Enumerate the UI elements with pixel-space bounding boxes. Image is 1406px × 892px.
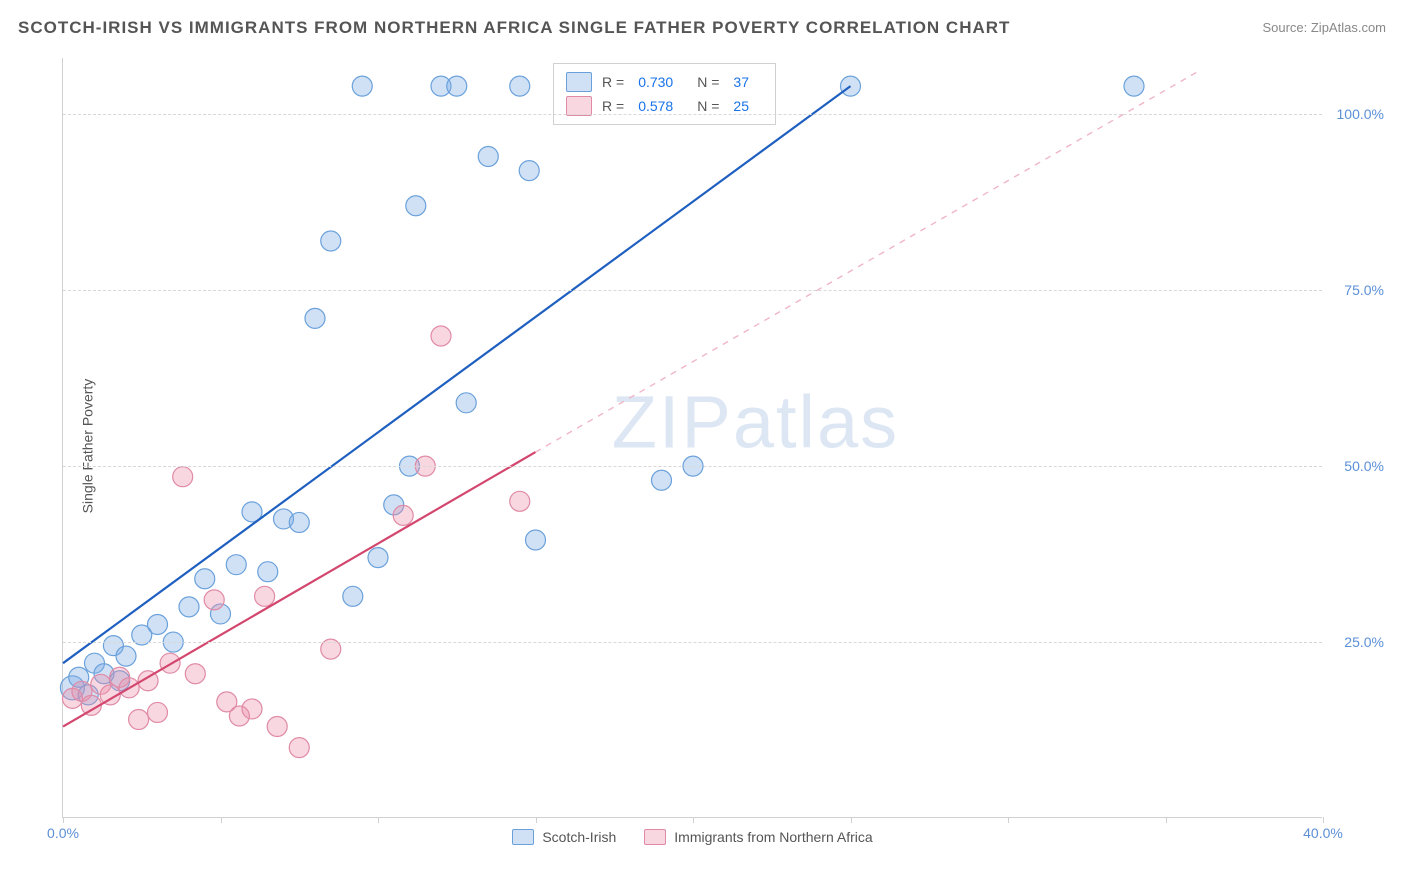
chart-plot-area: ZIPatlas R = 0.730 N = 37 R = 0.578 N = … — [62, 58, 1322, 818]
n-value-1: 37 — [733, 74, 749, 90]
scatter-point-series-2 — [129, 709, 149, 729]
x-tick — [851, 817, 852, 823]
scatter-point-series-2 — [393, 505, 413, 525]
trend-line-series-2 — [63, 452, 536, 726]
chart-title: SCOTCH-IRISH VS IMMIGRANTS FROM NORTHERN… — [18, 18, 1010, 38]
r-value-1: 0.730 — [638, 74, 673, 90]
y-tick-label: 50.0% — [1344, 458, 1384, 474]
legend-item-series-1: Scotch-Irish — [512, 829, 616, 845]
scatter-point-series-1 — [116, 646, 136, 666]
scatter-point-series-2 — [204, 590, 224, 610]
legend-swatch-series-2 — [566, 96, 592, 116]
gridline-horizontal — [63, 114, 1322, 115]
r-value-2: 0.578 — [638, 98, 673, 114]
scatter-point-series-1 — [652, 470, 672, 490]
n-label-1: N = — [697, 74, 719, 90]
scatter-point-series-2 — [289, 738, 309, 758]
scatter-point-series-1 — [519, 161, 539, 181]
scatter-point-series-2 — [431, 326, 451, 346]
scatter-point-series-1 — [148, 614, 168, 634]
x-tick — [63, 817, 64, 823]
x-tick — [378, 817, 379, 823]
scatter-point-series-1 — [447, 76, 467, 96]
x-tick — [536, 817, 537, 823]
scatter-point-series-2 — [148, 702, 168, 722]
x-tick — [1166, 817, 1167, 823]
scatter-point-series-2 — [510, 491, 530, 511]
trend-line-series-1 — [63, 86, 851, 663]
scatter-point-series-1 — [352, 76, 372, 96]
legend-bottom-label-2: Immigrants from Northern Africa — [674, 829, 872, 845]
scatter-point-series-1 — [368, 548, 388, 568]
x-tick — [1008, 817, 1009, 823]
scatter-point-series-1 — [343, 586, 363, 606]
scatter-point-series-2 — [242, 699, 262, 719]
scatter-point-series-1 — [195, 569, 215, 589]
series-legend: Scotch-Irish Immigrants from Northern Af… — [63, 829, 1322, 845]
scatter-point-series-2 — [267, 717, 287, 737]
legend-bottom-label-1: Scotch-Irish — [542, 829, 616, 845]
scatter-point-series-1 — [1124, 76, 1144, 96]
scatter-point-series-1 — [526, 530, 546, 550]
n-value-2: 25 — [733, 98, 749, 114]
scatter-point-series-1 — [179, 597, 199, 617]
x-tick — [1323, 817, 1324, 823]
legend-bottom-swatch-2 — [644, 829, 666, 845]
gridline-horizontal — [63, 642, 1322, 643]
scatter-point-series-1 — [321, 231, 341, 251]
gridline-horizontal — [63, 290, 1322, 291]
y-tick-label: 75.0% — [1344, 282, 1384, 298]
r-label-1: R = — [602, 74, 624, 90]
scatter-plot-svg — [63, 58, 1322, 817]
x-tick-label: 0.0% — [47, 825, 79, 841]
legend-item-series-2: Immigrants from Northern Africa — [644, 829, 872, 845]
scatter-point-series-2 — [185, 664, 205, 684]
x-tick — [693, 817, 694, 823]
r-label-2: R = — [602, 98, 624, 114]
scatter-point-series-1 — [406, 196, 426, 216]
gridline-horizontal — [63, 466, 1322, 467]
legend-row-series-1: R = 0.730 N = 37 — [566, 70, 763, 94]
scatter-point-series-1 — [289, 512, 309, 532]
correlation-legend: R = 0.730 N = 37 R = 0.578 N = 25 — [553, 63, 776, 125]
n-label-2: N = — [697, 98, 719, 114]
x-tick-label: 40.0% — [1303, 825, 1343, 841]
x-tick — [221, 817, 222, 823]
scatter-point-series-2 — [173, 467, 193, 487]
scatter-point-series-1 — [305, 308, 325, 328]
scatter-point-series-1 — [510, 76, 530, 96]
scatter-point-series-1 — [226, 555, 246, 575]
trend-line-dashed-series-2 — [536, 72, 1198, 452]
scatter-point-series-1 — [456, 393, 476, 413]
legend-bottom-swatch-1 — [512, 829, 534, 845]
source-attribution: Source: ZipAtlas.com — [1262, 20, 1386, 35]
scatter-point-series-1 — [258, 562, 278, 582]
y-tick-label: 25.0% — [1344, 634, 1384, 650]
y-tick-label: 100.0% — [1337, 106, 1384, 122]
scatter-point-series-1 — [478, 147, 498, 167]
scatter-point-series-2 — [255, 586, 275, 606]
legend-swatch-series-1 — [566, 72, 592, 92]
